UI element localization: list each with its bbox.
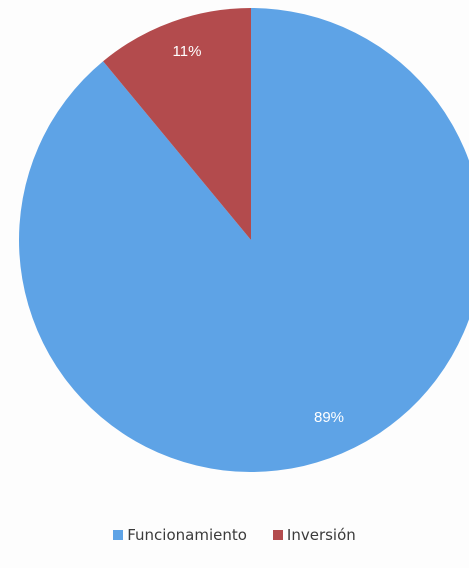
legend-item-inversion: Inversión [272, 526, 356, 544]
legend-label-inversion: Inversión [286, 526, 356, 544]
legend: Funcionamiento Inversión [0, 526, 469, 544]
legend-label-funcionamiento: Funcionamiento [127, 526, 247, 544]
pie-slices [19, 8, 469, 472]
pie-label-funcionamiento: 89% [314, 409, 344, 426]
legend-item-funcionamiento: Funcionamiento [113, 526, 247, 544]
legend-swatch-funcionamiento [113, 530, 124, 540]
pie-label-inversion: 11% [173, 43, 202, 60]
legend-swatch-inversion [272, 530, 283, 540]
pie-slice-inversion [103, 8, 251, 240]
pie-slice-funcionamiento [19, 8, 469, 472]
pie-labels: 89% 11% [173, 43, 344, 426]
